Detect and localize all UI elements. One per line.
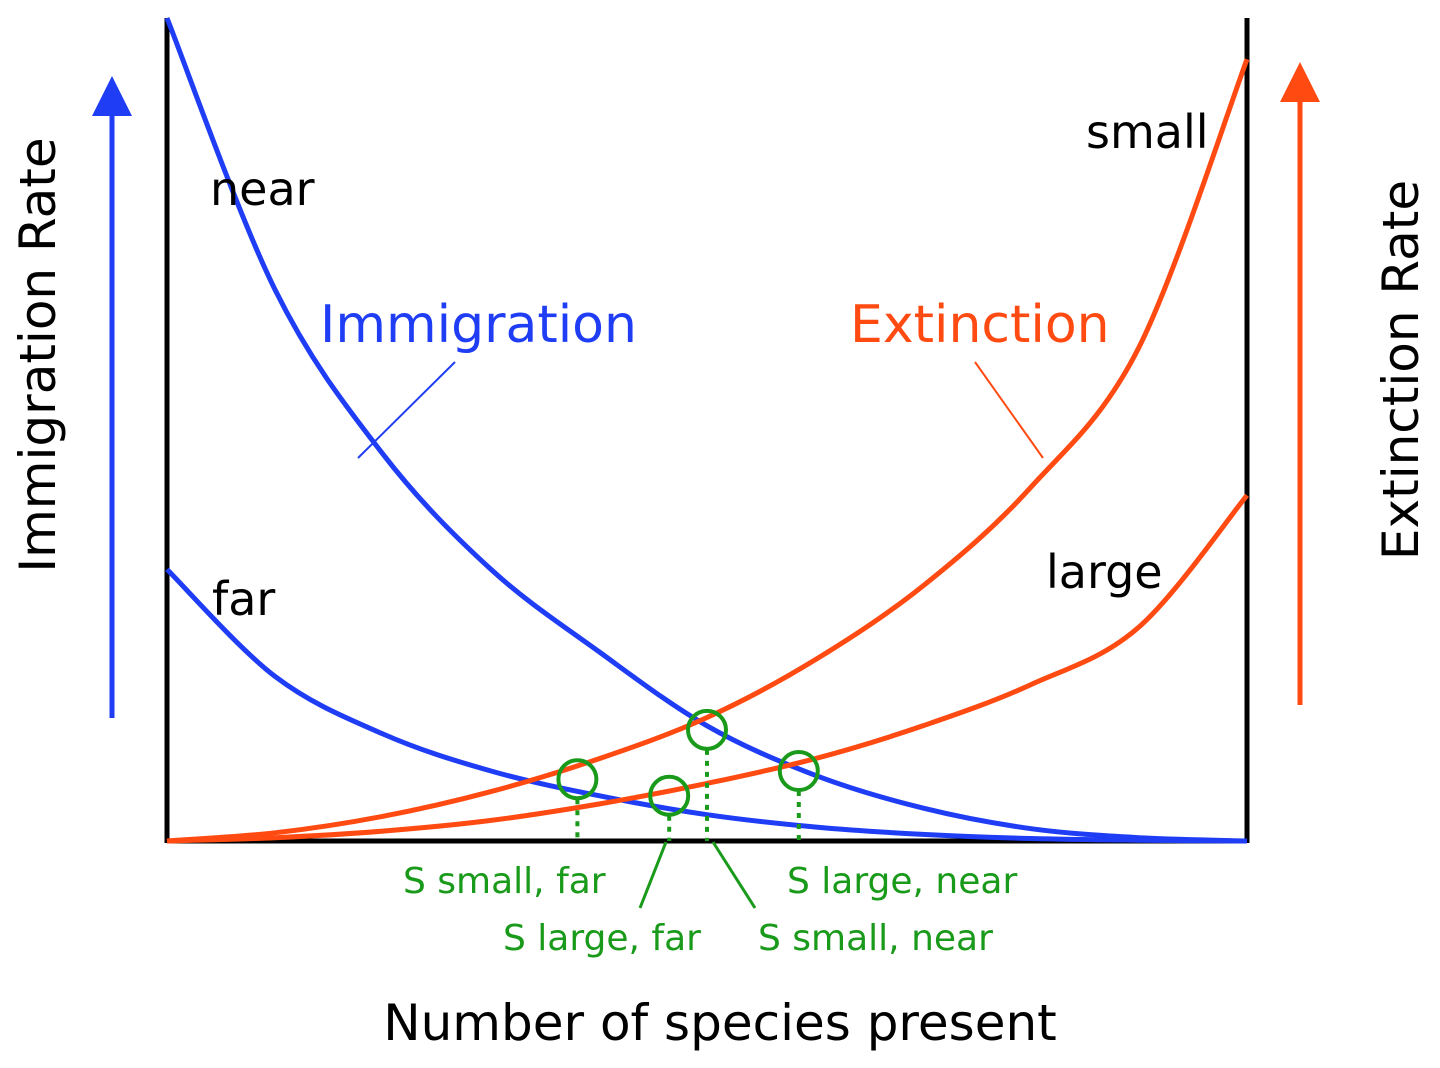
right-y-axis-label: Extinction Rate <box>1372 180 1430 560</box>
immigration-series-label: Immigration <box>320 295 637 355</box>
eq-label-large-far: S large, far <box>503 918 701 959</box>
equilibrium-circle <box>648 774 691 817</box>
extinction-series-label: Extinction <box>850 295 1110 355</box>
extinction-small-curve <box>166 58 1250 844</box>
eq-label-large-near: S large, near <box>787 861 1017 902</box>
immigration-far-curve <box>165 567 1248 844</box>
extinction-large-curve <box>166 493 1249 844</box>
eq-label-small-near: S small, near <box>758 918 993 959</box>
equilibrium-markers <box>556 708 820 841</box>
small-curve-label: small <box>1086 105 1209 159</box>
equilibrium-circle <box>686 708 728 751</box>
immigration-leader-line <box>357 361 456 459</box>
far-curve-label: far <box>212 572 275 626</box>
near-curve-label: near <box>210 162 315 216</box>
leader-large-far <box>638 841 668 909</box>
eq-label-small-far: S small, far <box>403 861 606 902</box>
equilibrium-circle <box>777 750 820 793</box>
equilibrium-circle <box>556 758 599 801</box>
large-curve-label: large <box>1046 545 1163 599</box>
leader-small-near <box>711 841 757 909</box>
left-y-axis-label: Immigration Rate <box>9 137 67 572</box>
x-axis-label: Number of species present <box>383 994 1057 1052</box>
immigration-near-curve <box>164 17 1248 844</box>
extinction-leader-line <box>974 361 1044 459</box>
